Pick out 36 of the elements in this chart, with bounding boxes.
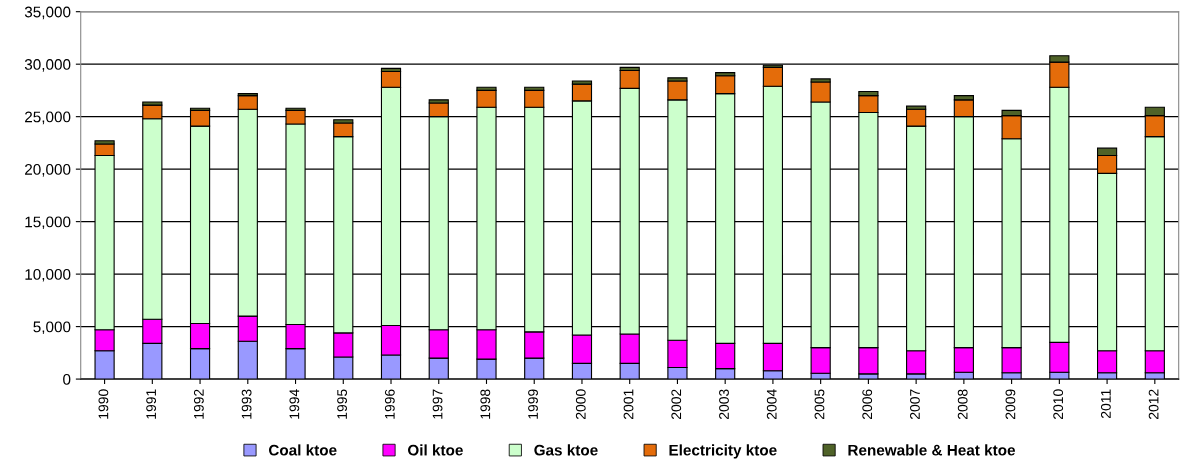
y-tick-label: 10,000	[25, 268, 71, 282]
y-tick-label: 15,000	[25, 216, 71, 230]
x-tick-label: 2004	[766, 389, 777, 419]
x-tick-label: 2009	[1005, 389, 1016, 419]
legend-label: Renewable & Heat ktoe	[848, 444, 1016, 456]
y-tick-label: 30,000	[24, 59, 71, 72]
y-tick-label: 0	[63, 373, 71, 385]
legend-label: Oil ktoe	[407, 444, 463, 456]
x-tick-label: 1992	[193, 389, 204, 419]
legend-label: Coal ktoe	[268, 444, 337, 456]
x-tick-label: 2000	[575, 389, 586, 419]
x-tick-label: 2011	[1100, 389, 1111, 418]
x-tick-label: 1994	[289, 389, 300, 419]
x-tick-label: 1995	[337, 389, 347, 419]
legend-label: Electricity ktoe	[669, 444, 777, 459]
x-tick-label: 1998	[480, 389, 491, 419]
y-tick-label: 25,000	[25, 111, 71, 125]
x-tick-label: 2010	[1053, 389, 1064, 419]
x-tick-label: 2005	[814, 389, 825, 419]
x-tick-label: 1991	[146, 389, 157, 419]
legend-label: Gas ktoe	[534, 444, 598, 456]
y-tick-label: 35,000	[24, 6, 71, 20]
x-tick-label: 2006	[862, 389, 873, 419]
x-tick-label: 2001	[623, 389, 634, 419]
x-tick-label: 2012	[1148, 389, 1159, 419]
x-tick-label: 1993	[241, 389, 252, 419]
x-tick-label: 2003	[719, 389, 729, 419]
y-tick-label: 5,000	[33, 321, 71, 335]
x-tick-label: 2007	[910, 389, 920, 419]
x-tick-label: 1990	[98, 389, 109, 419]
x-tick-label: 1999	[528, 389, 538, 419]
x-tick-label: 1997	[432, 389, 443, 419]
x-tick-label: 2002	[671, 389, 682, 419]
y-tick-label: 20,000	[25, 164, 71, 177]
x-tick-label: 1996	[384, 389, 395, 419]
x-tick-label: 2008	[957, 389, 968, 419]
